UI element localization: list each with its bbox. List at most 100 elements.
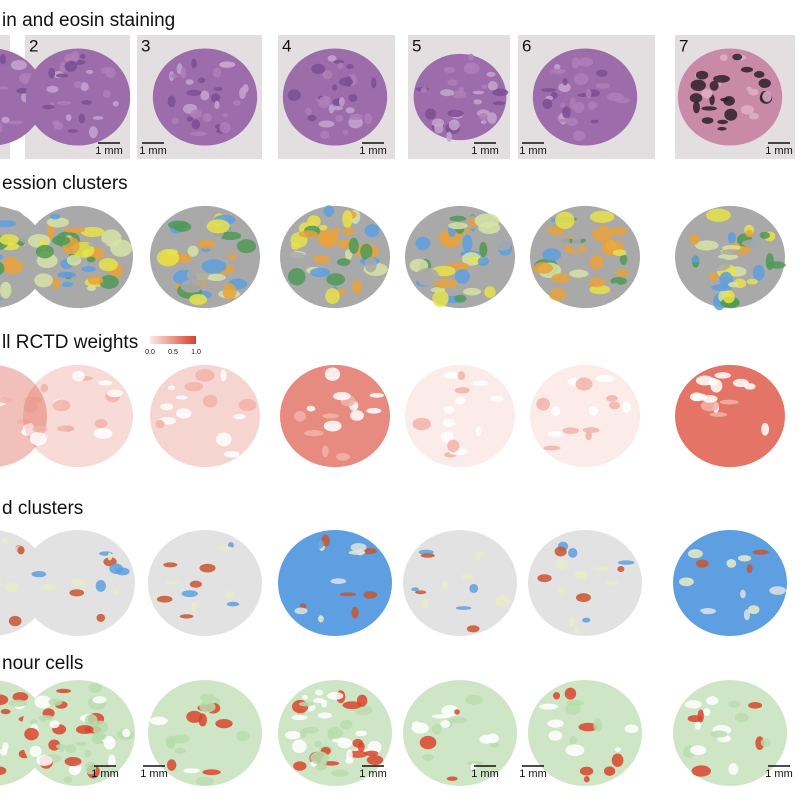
patch — [726, 559, 737, 568]
patch — [367, 740, 382, 754]
patch — [55, 744, 67, 749]
patch — [32, 425, 48, 433]
patch — [569, 269, 589, 278]
patch — [40, 383, 49, 393]
patch — [454, 709, 460, 715]
patch — [357, 741, 365, 752]
patch — [713, 75, 730, 83]
patch — [355, 730, 367, 737]
patch — [80, 226, 105, 237]
patch — [186, 89, 202, 96]
patch — [686, 602, 701, 613]
patch — [614, 747, 622, 752]
patch — [340, 719, 353, 730]
patch — [565, 744, 585, 757]
patch — [188, 557, 201, 569]
patch — [612, 249, 627, 256]
patch — [189, 580, 202, 588]
patch — [191, 119, 201, 130]
scale-bar-label: 1 mm — [471, 145, 499, 157]
patch — [167, 385, 176, 391]
patch — [300, 728, 307, 739]
patch — [156, 249, 180, 267]
patch — [490, 742, 500, 748]
patch — [16, 419, 31, 425]
tissue — [150, 364, 260, 468]
patch — [492, 101, 506, 106]
tissue — [23, 364, 133, 468]
patch — [65, 114, 72, 121]
patch — [752, 264, 765, 281]
patch — [88, 241, 107, 248]
patch — [551, 406, 561, 417]
patch — [443, 372, 461, 379]
patch — [547, 719, 564, 728]
patch — [87, 275, 104, 285]
patch — [190, 131, 207, 137]
patch — [90, 593, 104, 600]
patch — [558, 584, 564, 595]
patch — [311, 63, 326, 75]
patch — [35, 244, 54, 259]
patch — [723, 95, 735, 106]
patch — [52, 399, 71, 412]
patch — [371, 77, 377, 89]
patch — [24, 727, 39, 741]
patch — [327, 55, 337, 62]
patch — [547, 431, 564, 438]
patch — [322, 413, 339, 419]
patch — [420, 553, 435, 558]
patch — [695, 70, 709, 80]
patch — [624, 724, 639, 734]
patch — [746, 86, 752, 92]
patch — [78, 113, 86, 124]
patch — [708, 272, 719, 281]
patch — [335, 114, 344, 122]
patch — [695, 559, 709, 568]
patch — [539, 703, 559, 710]
patch — [318, 224, 328, 231]
patch — [102, 89, 111, 98]
patch — [454, 396, 466, 405]
patch — [758, 78, 771, 88]
row-title: nour cells — [2, 653, 83, 674]
patch — [343, 227, 355, 236]
patch — [218, 546, 234, 551]
patch — [543, 445, 561, 451]
patch — [748, 702, 763, 709]
patch — [564, 687, 577, 700]
patch — [0, 766, 7, 775]
patch — [197, 77, 206, 83]
patch — [0, 580, 2, 587]
patch — [310, 751, 330, 765]
patch — [463, 287, 482, 296]
patch — [707, 249, 722, 256]
patch — [85, 761, 97, 775]
patch — [314, 740, 322, 748]
patch — [314, 689, 324, 696]
tissue — [403, 529, 517, 637]
patch — [479, 113, 488, 121]
patch — [81, 100, 93, 105]
patch — [180, 66, 187, 79]
patch — [17, 546, 25, 555]
patch — [443, 67, 456, 74]
patch — [747, 605, 760, 615]
patch — [110, 239, 133, 257]
patch — [113, 587, 120, 596]
patch — [422, 754, 434, 761]
patch — [415, 236, 431, 251]
patch — [88, 682, 103, 694]
patch — [411, 587, 419, 592]
patch — [533, 262, 553, 274]
patch — [415, 590, 427, 595]
patch — [555, 211, 575, 230]
patch — [59, 61, 67, 73]
patch — [454, 269, 470, 284]
patch — [46, 85, 59, 93]
patch — [72, 370, 85, 382]
patch — [64, 756, 82, 767]
patch — [446, 776, 458, 781]
patch — [603, 766, 616, 776]
patch — [42, 104, 55, 110]
